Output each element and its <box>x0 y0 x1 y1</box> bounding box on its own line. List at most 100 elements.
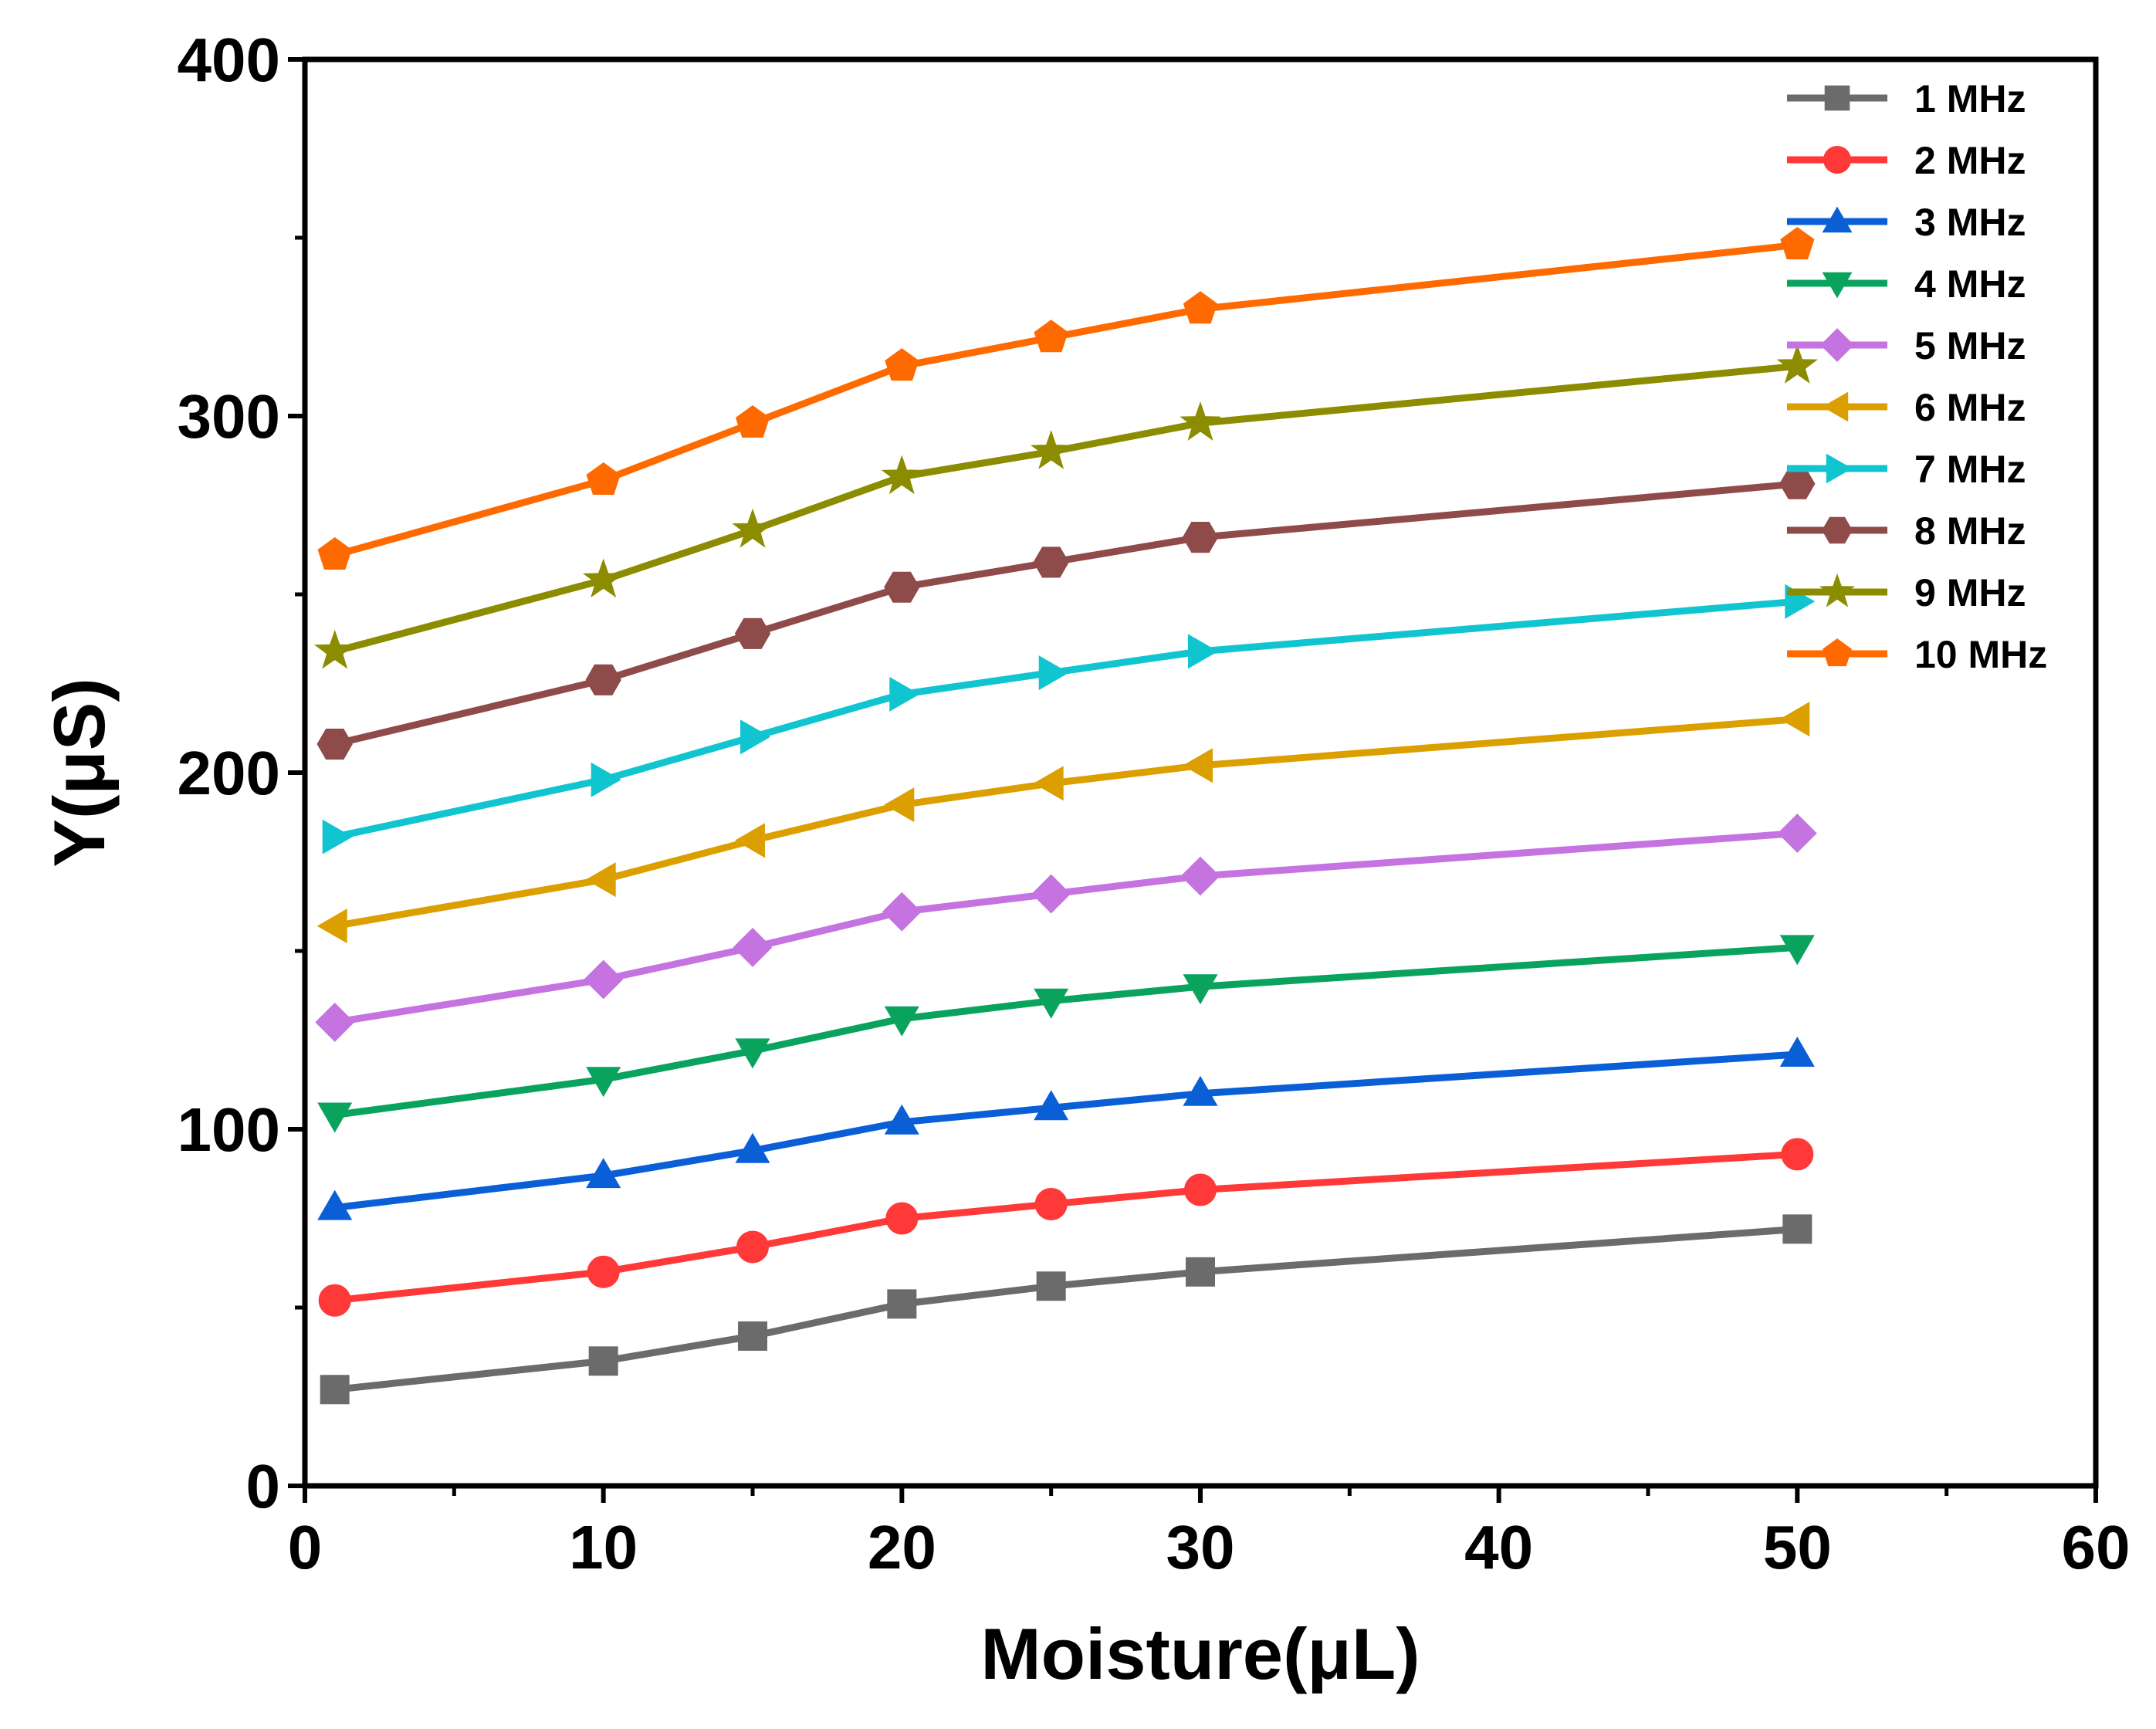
data-point <box>884 1006 919 1037</box>
legend-item: 5 MHz <box>1787 324 2026 367</box>
legend-label: 3 MHz <box>1914 201 2026 244</box>
data-point <box>1183 1075 1218 1106</box>
legend-item: 7 MHz <box>1787 448 2026 491</box>
legend-label: 1 MHz <box>1914 77 2026 120</box>
legend-label: 4 MHz <box>1914 262 2026 306</box>
series-line <box>333 597 1798 841</box>
data-point <box>317 536 352 570</box>
x-tick-label: 20 <box>868 1513 936 1582</box>
series-line <box>334 1225 1798 1393</box>
y-tick-label: 100 <box>178 1095 280 1164</box>
data-point <box>587 1255 620 1288</box>
x-tick-label: 10 <box>569 1513 638 1582</box>
data-point <box>1186 1257 1215 1287</box>
data-point <box>583 558 624 598</box>
legend-item: 6 MHz <box>1787 386 2026 429</box>
legend-swatch-marker <box>1820 328 1854 362</box>
data-point <box>1182 748 1213 783</box>
data-point <box>1033 546 1069 578</box>
series-line <box>333 830 1798 1026</box>
data-point <box>885 1202 919 1235</box>
data-point <box>736 1230 769 1264</box>
data-point <box>884 571 920 603</box>
series-5-mhz <box>315 814 1817 1042</box>
y-tick-label: 300 <box>178 382 280 451</box>
data-point <box>586 1067 621 1098</box>
legend-item: 1 MHz <box>1787 77 2026 120</box>
data-point <box>317 1189 353 1220</box>
data-point <box>740 719 770 755</box>
legend-swatch-marker <box>1822 272 1853 299</box>
y-tick-label: 0 <box>246 1452 281 1521</box>
data-point <box>588 1346 618 1376</box>
legend-item: 10 MHz <box>1787 633 2047 676</box>
legend-label: 7 MHz <box>1914 448 2026 491</box>
legend-swatch-marker <box>1824 85 1850 111</box>
legend-label: 6 MHz <box>1914 386 2026 429</box>
data-point <box>882 892 922 932</box>
series-2-mhz <box>318 1138 1814 1317</box>
data-point <box>1182 522 1219 553</box>
legend-label: 2 MHz <box>1914 139 2026 182</box>
legend-item: 4 MHz <box>1787 262 2026 306</box>
data-point <box>317 1102 353 1133</box>
data-point <box>320 1375 350 1405</box>
data-point <box>738 1321 767 1351</box>
data-point <box>315 1002 355 1042</box>
series-8-mhz <box>316 468 1816 760</box>
series-9-mhz <box>314 344 1818 669</box>
series-1-mhz <box>320 1214 1812 1405</box>
data-point <box>1188 634 1218 669</box>
data-point <box>1034 1188 1068 1221</box>
data-point <box>1184 1173 1217 1206</box>
data-point <box>884 787 915 823</box>
data-point <box>1180 401 1221 441</box>
legend: 1 MHz 2 MHz 3 MHz 4 MHz 5 MHz 6 MHz 7 MHz 8 MHz… <box>1787 77 2047 676</box>
series-layer <box>314 226 1818 1405</box>
legend-label: 5 MHz <box>1914 324 2026 367</box>
data-point <box>733 927 773 967</box>
data-point <box>1034 988 1069 1019</box>
data-point <box>585 664 621 695</box>
data-point <box>1779 935 1815 966</box>
data-point <box>734 618 771 649</box>
data-point <box>1782 1214 1812 1244</box>
axes: 0 10 20 30 40 50 60 0 100 200 300 400 <box>178 25 2131 1582</box>
data-point <box>1779 1037 1815 1067</box>
data-point <box>1031 874 1071 914</box>
legend-swatch-marker <box>1823 638 1852 667</box>
y-axis-title: Y(μS) <box>39 678 120 868</box>
data-point <box>1034 320 1068 353</box>
legend-label: 9 MHz <box>1914 571 2026 614</box>
x-tick-label: 60 <box>2062 1513 2131 1582</box>
data-point <box>881 455 922 495</box>
legend-swatch-marker <box>1819 573 1856 607</box>
data-point <box>732 508 773 548</box>
data-point <box>314 629 356 669</box>
data-point <box>735 1132 770 1163</box>
series-line <box>333 362 1798 655</box>
data-point <box>1183 974 1218 1005</box>
series-3-mhz <box>317 1037 1815 1220</box>
data-point <box>889 676 920 712</box>
data-point <box>735 404 770 438</box>
data-point <box>584 959 624 1000</box>
y-tick-label: 200 <box>178 739 280 807</box>
legend-swatch-marker <box>1826 453 1853 484</box>
data-point <box>585 862 616 898</box>
data-point <box>586 1158 621 1189</box>
data-point <box>1779 468 1816 499</box>
data-point <box>1036 1271 1066 1301</box>
data-point <box>1780 226 1815 259</box>
data-point <box>1034 1090 1069 1121</box>
data-point <box>1031 430 1072 469</box>
legend-item: 2 MHz <box>1787 139 2026 182</box>
data-point <box>1776 344 1818 384</box>
data-point <box>316 729 353 760</box>
series-line <box>334 1051 1798 1212</box>
series-4-mhz <box>317 935 1815 1133</box>
legend-item: 3 MHz <box>1787 201 2026 244</box>
data-point <box>322 819 353 854</box>
data-point <box>591 762 621 797</box>
